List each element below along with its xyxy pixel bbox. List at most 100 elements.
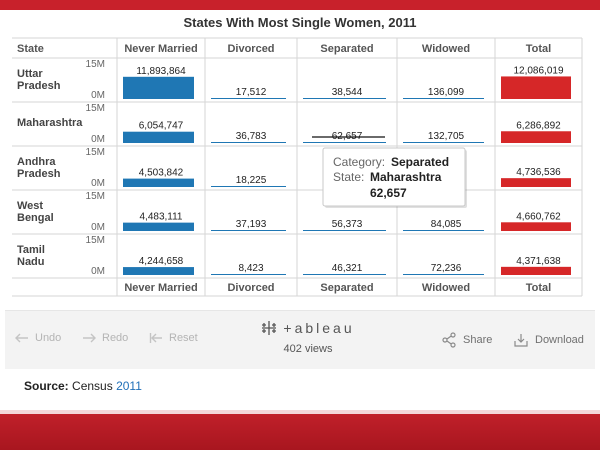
bottom-red-band (0, 414, 600, 450)
bar-uttar-pradesh-widowed[interactable] (403, 98, 484, 99)
axis-zero-label: 0M (91, 266, 105, 277)
bar-andhra-pradesh-total[interactable] (501, 178, 571, 187)
state-label-tamil-nadu: Tamil Nadu (17, 244, 45, 268)
bar-andhra-pradesh-divorced[interactable] (211, 186, 286, 187)
bar-tamil-nadu-total[interactable] (501, 266, 571, 275)
source-note: Source: Census 2011 (24, 379, 142, 393)
bar-maharashtra-total[interactable] (501, 131, 571, 143)
bar-uttar-pradesh-divorced[interactable] (211, 98, 286, 99)
source-year-link[interactable]: 2011 (116, 379, 142, 393)
column-footer-widowed: Widowed (422, 282, 470, 294)
bottom-band-edge (0, 410, 600, 414)
share-button[interactable]: Share (441, 332, 492, 348)
bar-west-bengal-never-married[interactable] (123, 222, 194, 231)
state-label-uttar-pradesh: Uttar Pradesh (17, 68, 61, 92)
bar-tamil-nadu-never-married[interactable] (123, 267, 194, 275)
column-footer-never-married: Never Married (124, 282, 197, 294)
axis-zero-label: 0M (91, 90, 105, 101)
data-label-tamil-nadu-widowed: 72,236 (431, 263, 462, 274)
data-label-andhra-pradesh-total: 4,736,536 (516, 167, 561, 178)
data-label-maharashtra-widowed: 132,705 (428, 131, 465, 142)
bar-tamil-nadu-divorced[interactable] (211, 274, 286, 275)
data-label-maharashtra-total: 6,286,892 (516, 120, 561, 131)
bar-west-bengal-total[interactable] (501, 222, 571, 231)
data-label-west-bengal-widowed: 84,085 (431, 219, 462, 230)
bar-west-bengal-divorced[interactable] (211, 230, 286, 231)
undo-arrow-icon (15, 333, 28, 343)
state-label-andhra-pradesh: Andhra Pradesh (17, 156, 61, 180)
reset-label: Reset (169, 332, 198, 344)
data-label-west-bengal-never-married: 4,483,111 (139, 212, 182, 223)
redo-arrow-icon (83, 333, 96, 343)
bar-maharashtra-widowed[interactable] (403, 142, 484, 143)
bar-tamil-nadu-widowed[interactable] (403, 274, 484, 275)
tableau-cross-icon (262, 321, 277, 335)
data-label-uttar-pradesh-total: 12,086,019 (513, 65, 563, 76)
tableau-wordmark: +ableau (283, 320, 355, 336)
column-header-total: Total (526, 43, 551, 55)
tableau-toolbar: Undo Redo Reset +ableau 402 views (5, 310, 595, 369)
data-label-uttar-pradesh-widowed: 136,099 (428, 87, 465, 98)
data-label-west-bengal-divorced: 37,193 (236, 219, 267, 230)
data-label-uttar-pradesh-separated: 38,544 (332, 87, 363, 98)
bar-uttar-pradesh-separated[interactable] (303, 98, 386, 99)
download-icon (514, 334, 528, 347)
undo-button[interactable]: Undo (15, 332, 61, 344)
bar-maharashtra-separated[interactable] (303, 142, 386, 143)
data-label-uttar-pradesh-never-married: 11,893,864 (136, 66, 186, 77)
top-red-band (0, 0, 600, 10)
axis-zero-label: 0M (91, 134, 105, 145)
data-label-west-bengal-total: 4,660,762 (516, 211, 561, 222)
axis-top-label: 15M (86, 235, 105, 246)
source-label: Source: (24, 379, 69, 393)
data-label-andhra-pradesh-never-married: 4,503,842 (139, 168, 184, 179)
bar-west-bengal-separated[interactable] (303, 230, 386, 231)
tableau-logo-block[interactable]: +ableau 402 views (253, 320, 363, 355)
undo-label: Undo (35, 332, 62, 344)
tableau-viz: States With Most Single Women, 2011 State… (0, 10, 600, 310)
reset-arrow-icon (149, 333, 162, 343)
bar-maharashtra-divorced[interactable] (211, 142, 286, 143)
tooltip-state-value: Maharashtra (370, 170, 442, 184)
axis-zero-label: 0M (91, 222, 105, 233)
share-label: Share (463, 334, 493, 346)
axis-top-label: 15M (86, 147, 105, 158)
bar-uttar-pradesh-total[interactable] (501, 76, 571, 99)
data-label-west-bengal-separated: 56,373 (332, 219, 363, 230)
data-label-uttar-pradesh-divorced: 17,512 (236, 87, 267, 98)
redo-button[interactable]: Redo (82, 332, 128, 344)
bar-maharashtra-never-married[interactable] (123, 131, 194, 143)
bar-tamil-nadu-separated[interactable] (303, 274, 386, 275)
bar-andhra-pradesh-never-married[interactable] (123, 178, 194, 187)
reset-button[interactable]: Reset (149, 332, 198, 344)
data-label-andhra-pradesh-divorced: 18,225 (236, 175, 267, 186)
share-icon (442, 332, 456, 348)
chart-svg: States With Most Single Women, 2011 State… (12, 15, 583, 297)
data-label-maharashtra-divorced: 36,783 (236, 131, 267, 142)
column-footer-divorced: Divorced (227, 282, 274, 294)
redo-label: Redo (102, 332, 129, 344)
tooltip-state-label: State: (333, 170, 364, 184)
column-header-never-married: Never Married (124, 43, 197, 55)
chart-title: States With Most Single Women, 2011 (184, 15, 417, 30)
tooltip-box (322, 147, 466, 207)
state-label-west-bengal: West Bengal (17, 200, 54, 224)
axis-zero-label: 0M (91, 178, 105, 189)
axis-top-label: 15M (86, 103, 105, 114)
tooltip-category-label: Category: (333, 155, 385, 169)
source-text: Census (72, 379, 113, 393)
bar-uttar-pradesh-never-married[interactable] (123, 76, 194, 99)
column-footer-total: Total (526, 282, 551, 294)
data-label-maharashtra-never-married: 6,054,747 (139, 121, 184, 132)
column-header-divorced: Divorced (227, 43, 274, 55)
data-label-tamil-nadu-divorced: 8,423 (238, 263, 263, 274)
axis-top-label: 15M (86, 191, 105, 202)
tooltip-category-value: Separated (391, 155, 449, 169)
download-button[interactable]: Download (513, 332, 584, 348)
data-label-tamil-nadu-separated: 46,321 (332, 263, 363, 274)
download-label: Download (535, 334, 584, 346)
axis-top-label: 15M (86, 59, 105, 70)
row-header-state: State (17, 43, 44, 55)
view-count: 402 views (283, 343, 333, 355)
bar-west-bengal-widowed[interactable] (403, 230, 484, 231)
